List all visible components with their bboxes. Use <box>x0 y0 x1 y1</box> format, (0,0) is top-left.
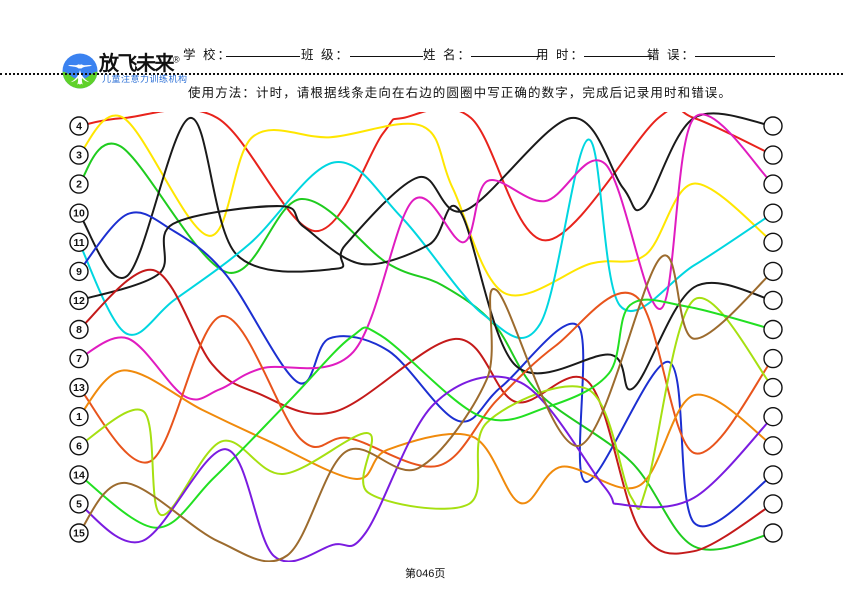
svg-text:13: 13 <box>73 382 85 394</box>
svg-text:9: 9 <box>76 266 82 278</box>
svg-text:4: 4 <box>76 121 82 133</box>
svg-text:10: 10 <box>73 208 85 220</box>
svg-text:7: 7 <box>76 353 82 365</box>
svg-text:2: 2 <box>76 179 82 191</box>
svg-text:3: 3 <box>76 150 82 162</box>
svg-text:6: 6 <box>76 440 82 452</box>
svg-text:8: 8 <box>76 324 82 336</box>
svg-text:11: 11 <box>73 237 84 249</box>
svg-text:12: 12 <box>73 295 85 307</box>
svg-text:5: 5 <box>76 498 82 510</box>
svg-text:15: 15 <box>73 528 85 540</box>
svg-text:1: 1 <box>76 411 82 423</box>
svg-text:14: 14 <box>73 469 85 481</box>
